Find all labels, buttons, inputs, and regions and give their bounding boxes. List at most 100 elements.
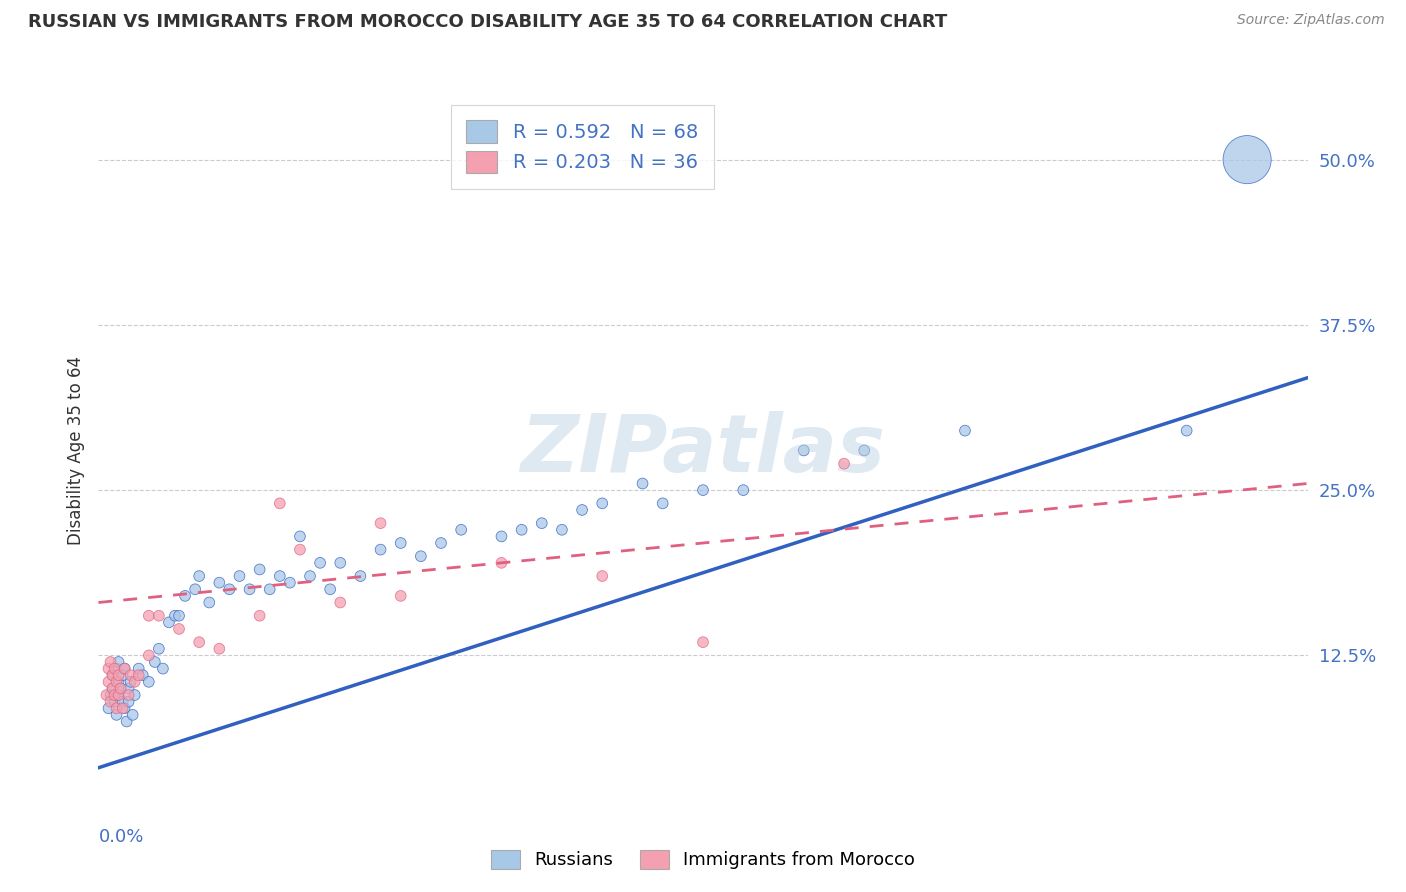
- Point: [107, 655, 129, 669]
- Point: [103, 662, 125, 676]
- Point: [793, 443, 815, 458]
- Legend: Russians, Immigrants from Morocco: Russians, Immigrants from Morocco: [482, 841, 924, 879]
- Point: [733, 483, 755, 497]
- Point: [148, 608, 170, 623]
- Point: [389, 536, 412, 550]
- Point: [188, 635, 211, 649]
- Point: [110, 681, 132, 696]
- Point: [651, 496, 673, 510]
- Point: [1175, 424, 1198, 438]
- Point: [692, 635, 714, 649]
- Point: [128, 668, 150, 682]
- Point: [138, 674, 160, 689]
- Point: [389, 589, 412, 603]
- Point: [100, 655, 122, 669]
- Point: [329, 595, 352, 609]
- Point: [124, 674, 146, 689]
- Point: [530, 516, 553, 531]
- Point: [107, 688, 129, 702]
- Point: [118, 695, 141, 709]
- Point: [430, 536, 453, 550]
- Point: [101, 668, 124, 682]
- Point: [491, 556, 513, 570]
- Point: [96, 688, 118, 702]
- Point: [510, 523, 533, 537]
- Point: [132, 668, 155, 682]
- Point: [148, 641, 170, 656]
- Legend: R = 0.592   N = 68, R = 0.203   N = 36: R = 0.592 N = 68, R = 0.203 N = 36: [450, 104, 714, 188]
- Point: [167, 622, 190, 636]
- Point: [409, 549, 432, 564]
- Point: [309, 556, 332, 570]
- Point: [105, 674, 128, 689]
- Point: [319, 582, 342, 597]
- Point: [118, 681, 141, 696]
- Point: [184, 582, 207, 597]
- Point: [239, 582, 262, 597]
- Point: [128, 662, 150, 676]
- Point: [832, 457, 855, 471]
- Point: [107, 688, 129, 702]
- Point: [105, 662, 128, 676]
- Point: [188, 569, 211, 583]
- Point: [124, 688, 146, 702]
- Point: [157, 615, 180, 630]
- Point: [111, 701, 134, 715]
- Text: Source: ZipAtlas.com: Source: ZipAtlas.com: [1237, 13, 1385, 28]
- Point: [288, 529, 311, 543]
- Point: [278, 575, 301, 590]
- Point: [143, 655, 166, 669]
- Point: [853, 443, 876, 458]
- Point: [120, 668, 142, 682]
- Point: [259, 582, 281, 597]
- Point: [97, 674, 120, 689]
- Point: [101, 681, 124, 696]
- Point: [118, 688, 141, 702]
- Point: [111, 695, 134, 709]
- Point: [249, 608, 271, 623]
- Point: [208, 641, 231, 656]
- Point: [288, 542, 311, 557]
- Point: [198, 595, 221, 609]
- Point: [1236, 153, 1258, 167]
- Point: [121, 707, 143, 722]
- Point: [100, 695, 122, 709]
- Point: [370, 542, 392, 557]
- Point: [551, 523, 574, 537]
- Point: [138, 608, 160, 623]
- Point: [208, 575, 231, 590]
- Point: [107, 674, 129, 689]
- Point: [97, 701, 120, 715]
- Point: [571, 503, 593, 517]
- Point: [107, 668, 129, 682]
- Point: [269, 496, 291, 510]
- Text: RUSSIAN VS IMMIGRANTS FROM MOROCCO DISABILITY AGE 35 TO 64 CORRELATION CHART: RUSSIAN VS IMMIGRANTS FROM MOROCCO DISAB…: [28, 13, 948, 31]
- Point: [105, 701, 128, 715]
- Point: [115, 714, 138, 729]
- Point: [249, 562, 271, 576]
- Point: [329, 556, 352, 570]
- Point: [138, 648, 160, 663]
- Point: [631, 476, 654, 491]
- Point: [101, 668, 124, 682]
- Point: [103, 695, 125, 709]
- Y-axis label: Disability Age 35 to 64: Disability Age 35 to 64: [66, 356, 84, 545]
- Point: [299, 569, 322, 583]
- Point: [953, 424, 976, 438]
- Point: [167, 608, 190, 623]
- Point: [450, 523, 472, 537]
- Point: [114, 662, 136, 676]
- Text: 0.0%: 0.0%: [98, 828, 143, 846]
- Point: [114, 701, 136, 715]
- Point: [100, 688, 122, 702]
- Point: [218, 582, 240, 597]
- Point: [692, 483, 714, 497]
- Point: [152, 662, 174, 676]
- Point: [491, 529, 513, 543]
- Point: [269, 569, 291, 583]
- Point: [114, 662, 136, 676]
- Point: [370, 516, 392, 531]
- Point: [120, 674, 142, 689]
- Point: [163, 608, 186, 623]
- Point: [591, 496, 613, 510]
